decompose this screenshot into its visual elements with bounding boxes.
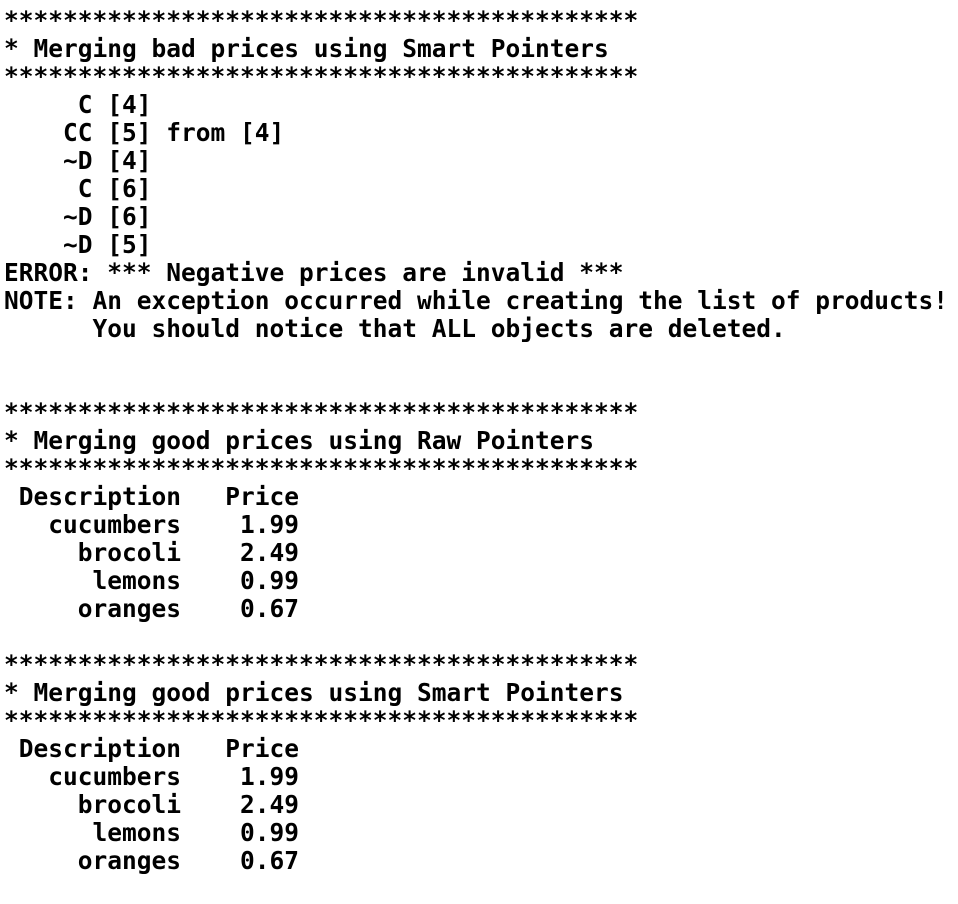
table-header: Description Price bbox=[4, 482, 300, 511]
table-row: brocoli 2.49 bbox=[4, 790, 300, 819]
log-line: C [4] bbox=[4, 90, 152, 119]
table-row: cucumbers 1.99 bbox=[4, 510, 300, 539]
banner-border-bottom: ****************************************… bbox=[4, 706, 639, 735]
note-message: NOTE: An exception occurred while creati… bbox=[4, 286, 949, 315]
blank-line bbox=[4, 371, 958, 399]
log-line: ~D [6] bbox=[4, 202, 152, 231]
banner-border-bottom: ****************************************… bbox=[4, 62, 639, 91]
banner-border-top: ****************************************… bbox=[4, 650, 639, 679]
blank-line bbox=[4, 623, 958, 651]
table-row: lemons 0.99 bbox=[4, 566, 300, 595]
note-message-continued: You should notice that ALL objects are d… bbox=[4, 314, 786, 343]
banner-border-bottom: ****************************************… bbox=[4, 454, 639, 483]
table-row: brocoli 2.49 bbox=[4, 538, 300, 567]
banner-title-bad-smart: * Merging bad prices using Smart Pointer… bbox=[4, 34, 609, 63]
log-line: ~D [5] bbox=[4, 230, 152, 259]
table-row: cucumbers 1.99 bbox=[4, 762, 300, 791]
log-line: CC [5] from [4] bbox=[4, 118, 285, 147]
banner-title-good-raw: * Merging good prices using Raw Pointers bbox=[4, 426, 595, 455]
log-line: ~D [4] bbox=[4, 146, 152, 175]
blank-line bbox=[4, 343, 958, 371]
table-header: Description Price bbox=[4, 734, 300, 763]
banner-border-top: ****************************************… bbox=[4, 6, 639, 35]
log-line: C [6] bbox=[4, 174, 152, 203]
error-message: ERROR: *** Negative prices are invalid *… bbox=[4, 258, 624, 287]
banner-title-good-smart: * Merging good prices using Smart Pointe… bbox=[4, 678, 624, 707]
table-row: lemons 0.99 bbox=[4, 818, 300, 847]
banner-border-top: ****************************************… bbox=[4, 398, 639, 427]
table-row: oranges 0.67 bbox=[4, 846, 300, 875]
table-row: oranges 0.67 bbox=[4, 594, 300, 623]
